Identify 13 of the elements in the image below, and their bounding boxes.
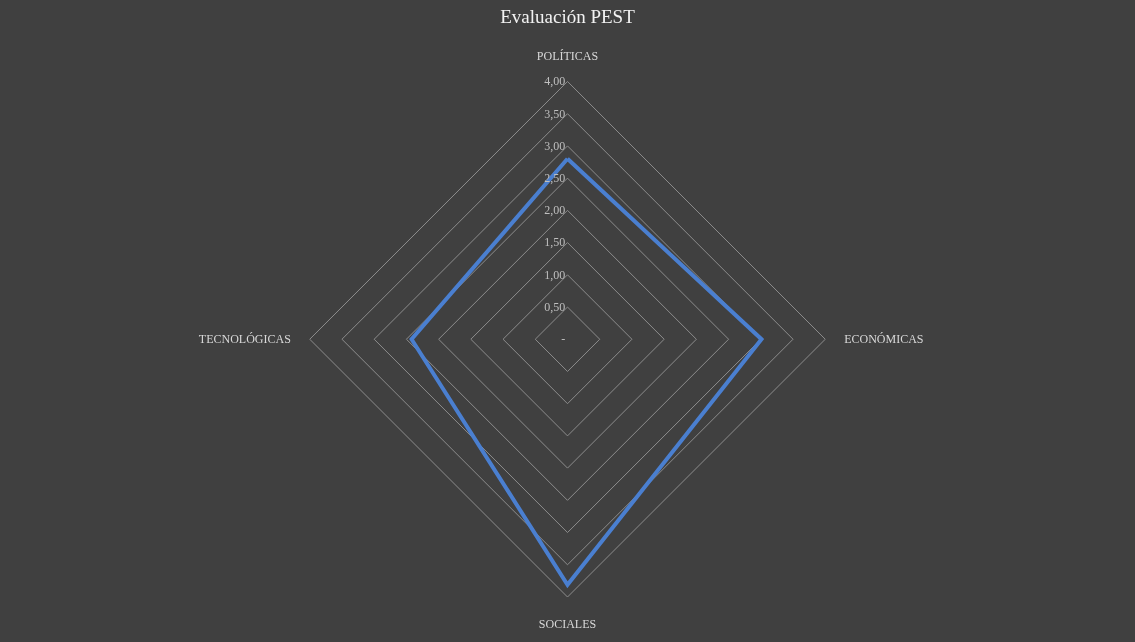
y-tick-label: 1,50 <box>544 235 566 250</box>
spoke-label: TECNOLÓGICAS <box>198 332 291 347</box>
y-tick-label: 2,00 <box>544 203 566 218</box>
chart-title: Evaluación PEST <box>500 5 636 27</box>
y-tick-label: 4,00 <box>544 74 566 89</box>
y-tick-label: 3,50 <box>544 106 566 121</box>
y-tick-label: 0,50 <box>544 299 566 314</box>
y-tick-label: 1,00 <box>544 267 566 282</box>
spoke-label: ECONÓMICAS <box>844 332 924 347</box>
y-tick-label: - <box>561 332 566 347</box>
spoke-label: POLÍTICAS <box>536 49 599 64</box>
y-tick-label: 3,00 <box>544 138 566 153</box>
spoke-label: SOCIALES <box>538 616 597 631</box>
